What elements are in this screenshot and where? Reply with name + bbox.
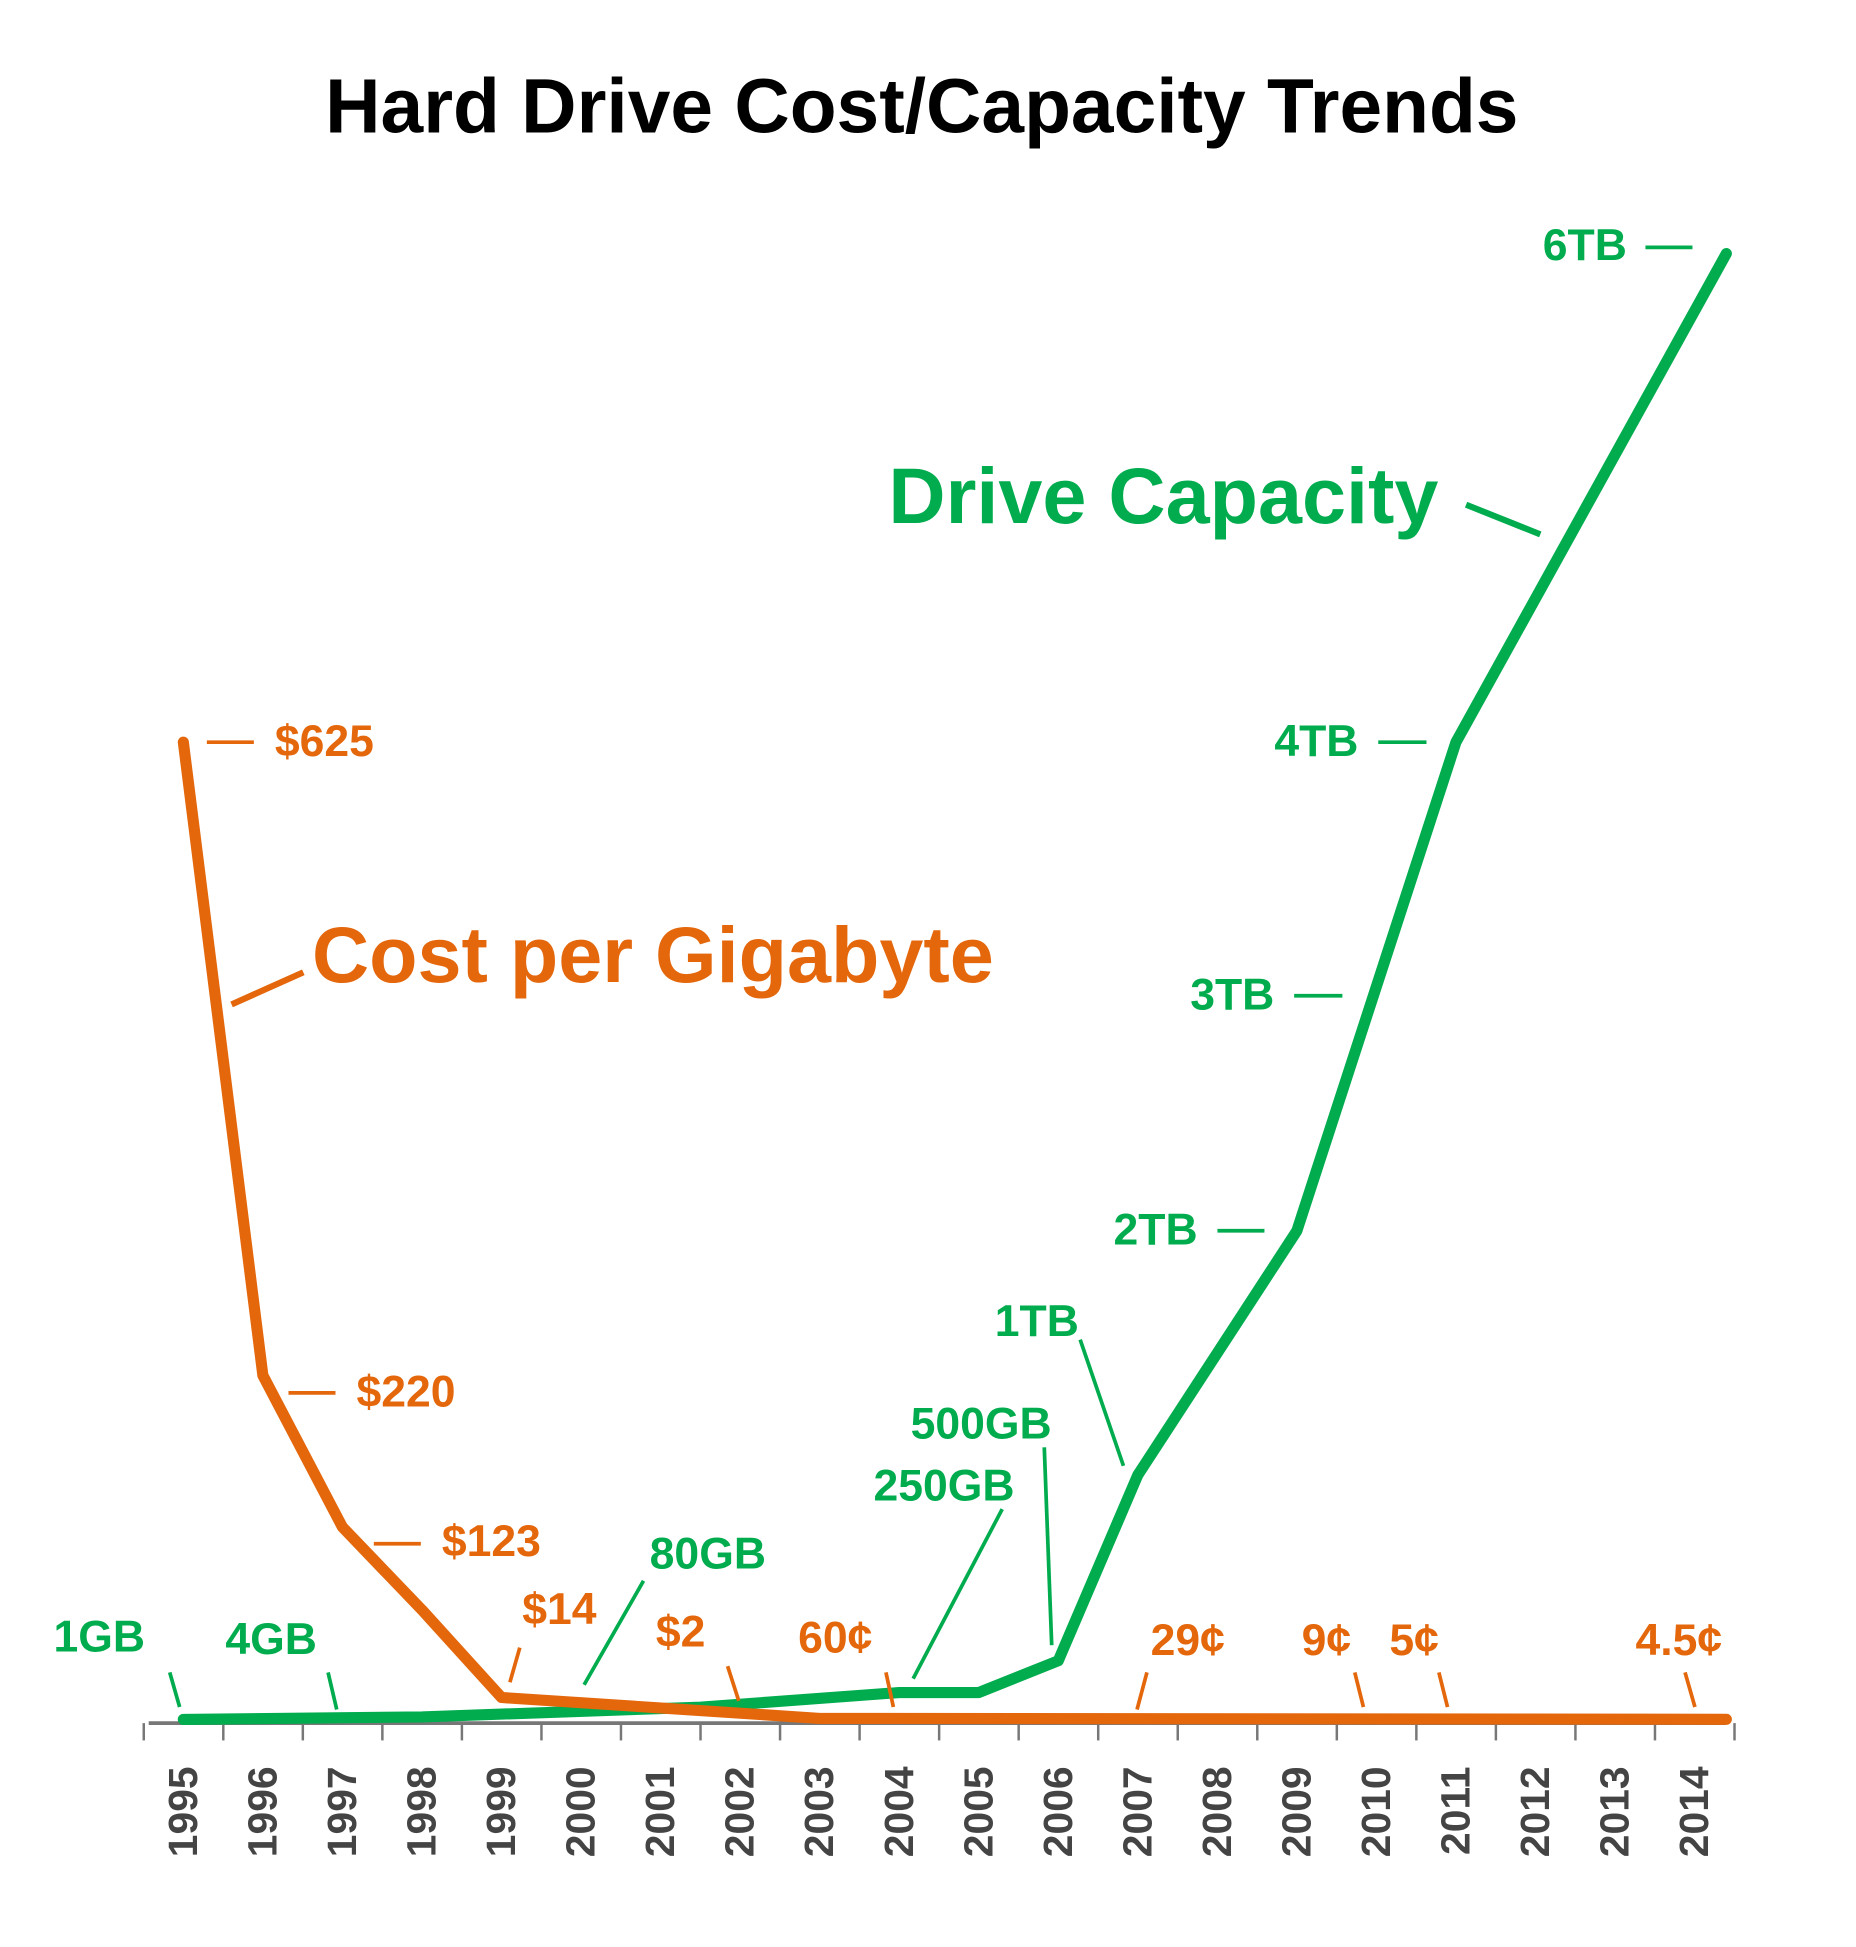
leader-line	[1464, 501, 1542, 538]
label-2tb: 2TB	[1114, 1205, 1198, 1254]
x-tick-label: 2011	[1433, 1766, 1479, 1855]
x-tick-label: 2005	[955, 1766, 1001, 1857]
x-tick-label: 1999	[478, 1766, 524, 1857]
label-1gb: 1GB	[53, 1612, 145, 1661]
series-label-capacity: Drive Capacity	[888, 451, 1438, 540]
x-tick-label: 1996	[239, 1766, 285, 1857]
label-9c: 9¢	[1302, 1616, 1352, 1665]
chart-title: Hard Drive Cost/Capacity Trends	[325, 64, 1518, 149]
x-tick-label: 2007	[1114, 1766, 1160, 1857]
label-2: $2	[656, 1607, 706, 1656]
leader-line	[230, 969, 305, 1008]
label-500gb: 500GB	[911, 1400, 1052, 1449]
label-3tb: 3TB	[1190, 970, 1274, 1019]
label-1tb: 1TB	[995, 1297, 1079, 1346]
leader-line	[326, 1671, 339, 1710]
label-123: $123	[442, 1517, 541, 1566]
x-tick-label: 2012	[1512, 1766, 1558, 1857]
x-tick-label: 2001	[637, 1766, 683, 1857]
x-tick-label: 2006	[1035, 1766, 1081, 1857]
x-tick-label: 1995	[160, 1766, 206, 1857]
x-tick-label: 2004	[876, 1766, 922, 1857]
label-4gb: 4GB	[225, 1615, 317, 1664]
leader-line	[884, 1672, 896, 1708]
x-tick-label: 2003	[796, 1766, 842, 1857]
x-tick-label: 2014	[1671, 1766, 1717, 1857]
x-tick-label: 2000	[558, 1766, 604, 1857]
x-tick-label: 2009	[1273, 1766, 1319, 1857]
label-250gb: 250GB	[874, 1461, 1015, 1510]
x-tick-label: 1998	[399, 1766, 445, 1857]
label-6tb: 6TB	[1543, 221, 1627, 270]
cost-leader-lines	[206, 740, 1697, 1710]
x-tick-label: 2008	[1194, 1766, 1240, 1857]
x-tick-label: 2013	[1592, 1766, 1638, 1857]
label-4tb: 4TB	[1274, 717, 1358, 766]
label-5c: 5¢	[1389, 1616, 1439, 1665]
series-group	[177, 248, 1732, 1725]
x-tick-label: 2010	[1353, 1766, 1399, 1857]
capacity-annotations: Drive Capacity 6TB 4TB 3TB 2TB 1TB 500GB…	[53, 221, 1626, 1664]
cost-line	[177, 736, 1732, 1725]
leader-line	[1078, 1339, 1126, 1467]
capacity-leader-lines	[167, 245, 1693, 1710]
label-29c: 29¢	[1151, 1616, 1225, 1665]
leader-line	[911, 1508, 1004, 1680]
label-80gb: 80GB	[650, 1529, 766, 1578]
leader-line	[508, 1647, 522, 1683]
leader-line	[1135, 1671, 1149, 1710]
capacity-line	[177, 248, 1732, 1725]
leader-line	[1683, 1671, 1697, 1708]
leader-line	[1042, 1447, 1054, 1646]
leader-line	[167, 1671, 182, 1708]
x-tick-label: 1997	[319, 1766, 365, 1857]
label-14: $14	[522, 1585, 597, 1634]
label-60c: 60¢	[798, 1614, 872, 1663]
leader-line	[1352, 1671, 1366, 1708]
x-axis: 1995 1996 1997 1998 1999 2000 2001 2002 2003 2004…	[142, 1721, 1736, 1857]
leader-line	[1437, 1671, 1450, 1708]
label-4-5c: 4.5¢	[1636, 1616, 1723, 1665]
leader-line	[582, 1579, 646, 1686]
label-220: $220	[357, 1367, 456, 1416]
series-label-cost: Cost per Gigabyte	[312, 910, 994, 999]
cost-annotations: Cost per Gigabyte $625 $220 $123 $14 $2 …	[275, 717, 1722, 1665]
label-625: $625	[275, 717, 374, 766]
x-tick-label: 2002	[717, 1766, 763, 1857]
leader-line	[725, 1665, 741, 1702]
